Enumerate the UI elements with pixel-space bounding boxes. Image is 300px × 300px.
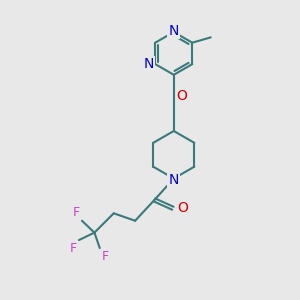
- Text: N: N: [169, 173, 179, 187]
- Text: O: O: [177, 89, 188, 103]
- Text: F: F: [70, 242, 76, 254]
- Text: N: N: [143, 57, 154, 71]
- Text: F: F: [72, 206, 80, 219]
- Text: N: N: [169, 23, 179, 38]
- Text: O: O: [177, 201, 188, 215]
- Text: F: F: [101, 250, 108, 263]
